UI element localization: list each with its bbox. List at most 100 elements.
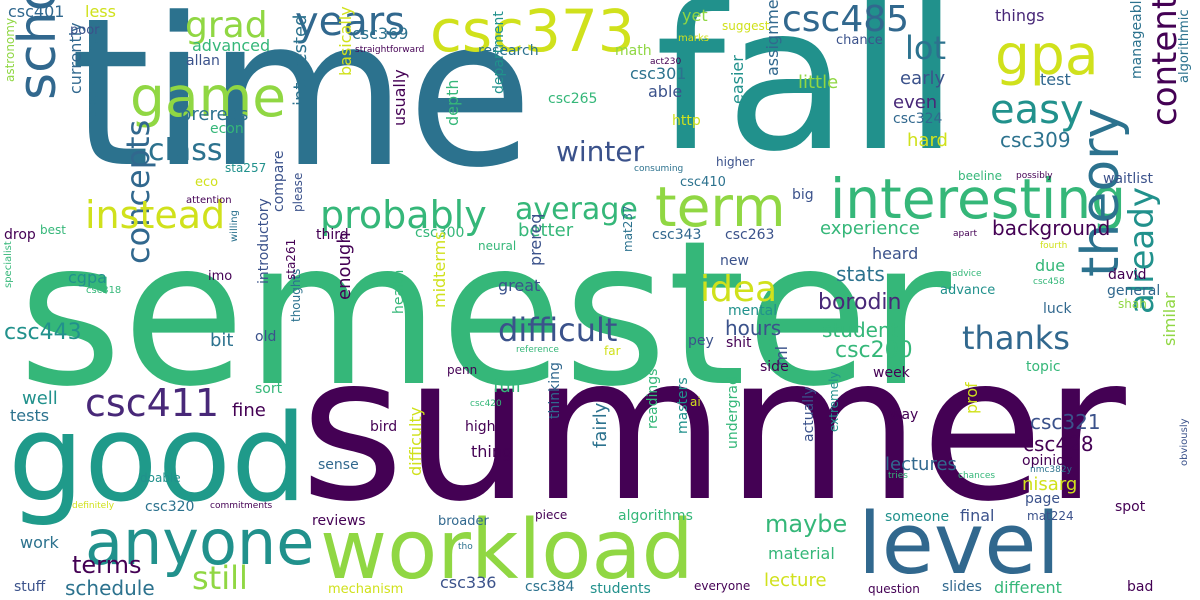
word-chances: chances [958,471,996,481]
word-obviously: obviously [1179,418,1190,466]
word-chance: chance [836,33,883,48]
word-usually: usually [390,69,409,126]
word-enough: enough [334,232,355,300]
word-depth: depth [443,79,462,126]
word-way: way [890,407,919,423]
word-drop: drop [4,227,36,243]
word-topic: topic [1026,359,1061,375]
word-level: level [858,495,1061,594]
word-imo: imo [208,269,233,284]
word-undergrad: undergrad [725,376,741,449]
word-best: best [40,223,66,237]
word-far: far [604,344,621,358]
word-lot: lot [905,29,947,67]
word-midterms: midterms [430,231,449,308]
word-csc410: csc410 [680,175,726,190]
word-shit: shit [726,335,752,351]
word-commitments: commitments [210,501,273,511]
word-lecture: lecture [764,570,827,591]
word-csc420: csc420 [470,399,502,409]
word-readings: readings [645,368,661,429]
word-background: background [992,216,1111,240]
word-csc369: csc369 [352,24,409,43]
word-http: http [672,113,701,129]
word-willing: willing [229,210,240,242]
word-pey: pey [688,333,714,349]
word-waitlist: waitlist [1103,171,1153,187]
word-poor: poor [70,23,100,38]
word-suggest: suggest [722,19,770,33]
word-someone: someone [885,509,950,525]
word-difficulty: difficulty [406,406,425,476]
word-years: years [295,0,406,45]
word-due: due [1035,256,1066,275]
word-thing: thing [471,442,513,461]
word-nisarg: nisarg [1022,474,1078,495]
word-game: game [130,65,287,129]
word-assignments: assignments [763,0,782,76]
word-basically: basically [336,6,355,76]
word-csc300: csc300 [415,225,465,241]
word-gpa: gpa [995,23,1099,87]
word-algorithmic: algorithmic [1177,9,1192,84]
word-final: final [960,506,995,525]
word-straightforward: straightforward [355,45,425,55]
word-csc200: csc200 [835,338,913,363]
word-still: still [192,559,248,597]
word-piece: piece [535,508,568,522]
word-csc265: csc265 [548,91,598,107]
word-mental: mental [728,303,778,319]
word-general: general [1107,283,1161,299]
word-term: term [655,175,786,239]
word-different: different [994,578,1062,597]
word-csc318: csc318 [86,285,122,296]
word-manageable: manageable [1129,0,1145,79]
word-higher: higher [716,155,755,169]
word-prereqs: prereqs [180,104,249,125]
word-interested: interested [290,14,311,106]
word-fairly: fairly [590,402,611,448]
word-average: average [515,192,638,227]
word-side: side [760,359,789,375]
word-allan: allan [186,53,220,69]
word-tries: tries [888,471,908,481]
word-csc485: csc485 [782,0,910,40]
word-theory: theory [1071,107,1131,277]
word-hours: hours [725,316,782,340]
word-broader: broader [438,514,489,529]
word-test: test [1040,70,1071,89]
word-time: time [70,0,534,213]
word-fine: fine [232,400,266,421]
word-csc324: csc324 [893,111,943,127]
word-reviews: reviews [312,513,366,529]
word-mat224: mat224 [1027,509,1074,523]
word-tests: tests [10,406,50,425]
word-probably: probably [320,193,487,237]
word-instead: instead [85,193,226,237]
word-csc336: csc336 [440,573,497,592]
word-slides: slides [942,579,982,595]
word-sta261: sta261 [284,238,298,280]
word-maybe: maybe [765,510,848,538]
word-new: new [720,253,749,269]
word-specialist: specialist [3,241,14,288]
word-luck: luck [1043,301,1072,317]
word-semester: semester [18,198,952,431]
word-ai: ai [690,395,701,409]
word-attention: attention [186,195,232,206]
word-opinion: opinion [1022,453,1074,469]
word-econ: econ [210,121,244,137]
word-apart: apart [953,229,977,239]
word-question: question [868,582,920,596]
word-algorithms: algorithms [618,508,693,524]
word-workload: workload [320,503,694,598]
word-programming: programming [85,36,99,118]
word-beeline: beeline [958,169,1003,183]
word-stats: stats [836,262,885,286]
word-thanks: thanks [962,319,1070,357]
word-csc384: csc384 [525,579,575,595]
word-able: able [648,82,683,101]
word-less: less [85,2,116,21]
word-high: high [465,419,496,435]
word-astronomy: astronomy [3,17,17,82]
